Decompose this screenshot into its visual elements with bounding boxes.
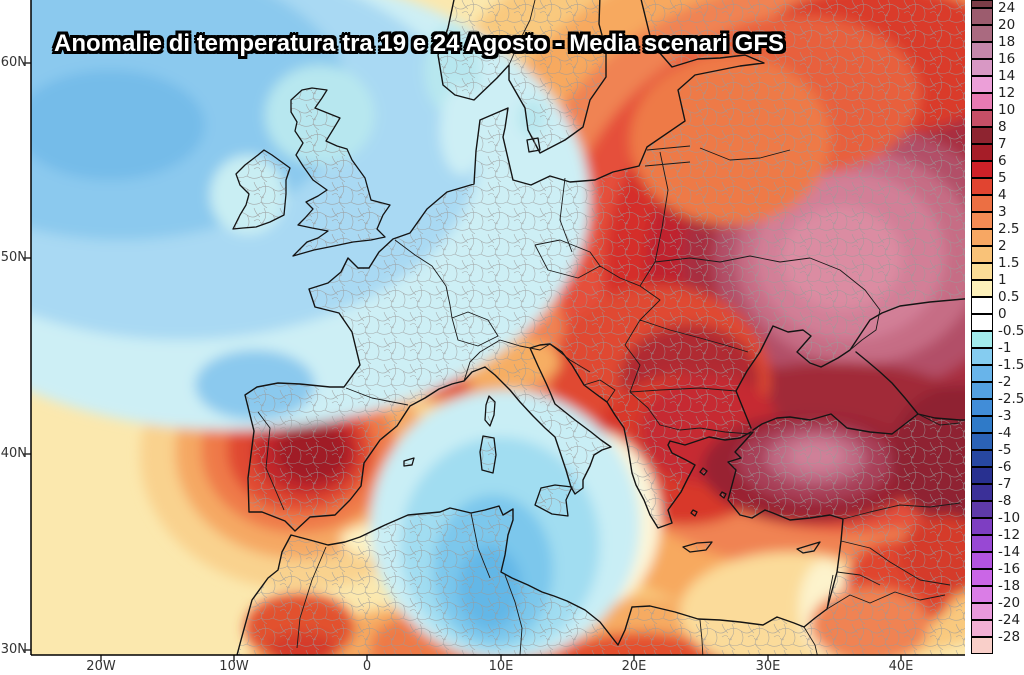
colorbar-cell [971,433,993,450]
colorbar-cell [971,450,993,467]
colorbar-tick-label: 16 [998,51,1016,67]
colorbar-cell [971,484,993,501]
colorbar-cell [971,229,993,246]
colorbar-tick-label: 14 [998,68,1016,84]
colorbar-cell [971,603,993,620]
colorbar-tick-label: 24 [998,0,1016,16]
colorbar-cell [971,467,993,484]
colorbar-tick-label: -3 [998,408,1012,424]
colorbar-cell [971,331,993,348]
colorbar-cell [971,501,993,518]
colorbar-tick-label: -2 [998,374,1012,390]
colorbar-cell [971,110,993,127]
lat-tick-label: 40N [0,446,27,461]
colorbar-cell [971,535,993,552]
lat-tick-label: 60N [0,55,27,70]
colorbar-cell [971,195,993,212]
colorbar-tick-label: 7 [998,136,1007,152]
colorbar-cell [971,552,993,569]
colorbar-cell [971,25,993,42]
colorbar-cell [971,518,993,535]
colorbar-cell [971,365,993,382]
colorbar-tick-label: 1.5 [998,255,1020,271]
colorbar-tick-label: -1 [998,340,1012,356]
colorbar-cell [971,382,993,399]
colorbar-tick-label: 4 [998,187,1007,203]
map-title: Anomalie di temperatura tra 19 e 24 Agos… [54,30,784,57]
colorbar-cell [971,93,993,110]
colorbar-tick-label: 3 [998,204,1007,220]
colorbar-cell [971,59,993,76]
lat-tick-label: 50N [0,250,27,265]
lat-tick-label: 30N [0,642,27,657]
colorbar-cell [971,586,993,603]
colorbar-tick-label: -1.5 [998,357,1024,373]
colorbar-cell [971,127,993,144]
colorbar-tick-label: 2 [998,238,1007,254]
colorbar-cell [971,144,993,161]
colorbar-cell [971,246,993,263]
colorbar-tick-label: 5 [998,170,1007,186]
colorbar-tick-label: -16 [998,561,1021,577]
colorbar-cell [971,416,993,433]
colorbar-cell [971,8,993,25]
coastlines [236,0,965,655]
colorbar-tick-label: 10 [998,102,1016,118]
lon-tick-label: 20E [621,659,647,674]
colorbar-tick-label: 0 [998,306,1007,322]
colorbar-cell [971,76,993,93]
lon-tick-label: 30E [755,659,781,674]
colorbar-cell [971,212,993,229]
colorbar-tick-label: 0.5 [998,289,1020,305]
colorbar-cell [971,297,993,314]
axes [23,0,965,661]
colorbar-cell [971,161,993,178]
colorbar-tick-label: -2.5 [998,391,1024,407]
colorbar-cell [971,263,993,280]
colorbar-tick-label: -4 [998,425,1012,441]
colorbar-tick-label: -20 [998,595,1021,611]
colorbar-cell [971,42,993,59]
colorbar-tick-label: -5 [998,442,1012,458]
colorbar-tick-label: -7 [998,476,1012,492]
lon-ticks [100,655,902,661]
colorbar-tick-label: -28 [998,629,1021,645]
colorbar-tick-label: -6 [998,459,1012,475]
colorbar-tick-label: 8 [998,119,1007,135]
lon-tick-label: 10E [488,659,514,674]
colorbar-cell [971,0,993,8]
lon-tick-label: 40E [888,659,914,674]
colorbar-tick-label: -14 [998,544,1021,560]
colorbar-cell [971,399,993,416]
colorbar-cell [971,348,993,365]
colorbar-tick-label: -10 [998,510,1021,526]
country-borders [257,0,961,655]
colorbar-cell [971,178,993,195]
lon-tick-label: 10W [219,659,249,674]
colorbar-tick-label: -8 [998,493,1012,509]
colorbar-tick-label: 20 [998,17,1016,33]
colorbar-tick-label: -0.5 [998,323,1024,339]
lon-tick-label: 20W [86,659,116,674]
colorbar-tick-label: 12 [998,85,1016,101]
colorbar-cell [971,620,993,637]
colorbar-tick-label: 2.5 [998,221,1020,237]
colorbar-cell [971,280,993,297]
lon-tick-label: 0 [362,659,372,674]
colorbar-tick-label: -24 [998,612,1021,628]
colorbar-tick-label: 18 [998,34,1016,50]
colorbar-cell [971,637,993,654]
islands [232,87,821,554]
lat-ticks [23,62,31,651]
colorbar-cell [971,314,993,331]
admin-regions-texture [237,0,965,655]
colorbar-cell [971,569,993,586]
colorbar-tick-label: -18 [998,578,1021,594]
colorbar-tick-label: 6 [998,153,1007,169]
colorbar-tick-label: -12 [998,527,1021,543]
colorbar-tick-label: 1 [998,272,1007,288]
